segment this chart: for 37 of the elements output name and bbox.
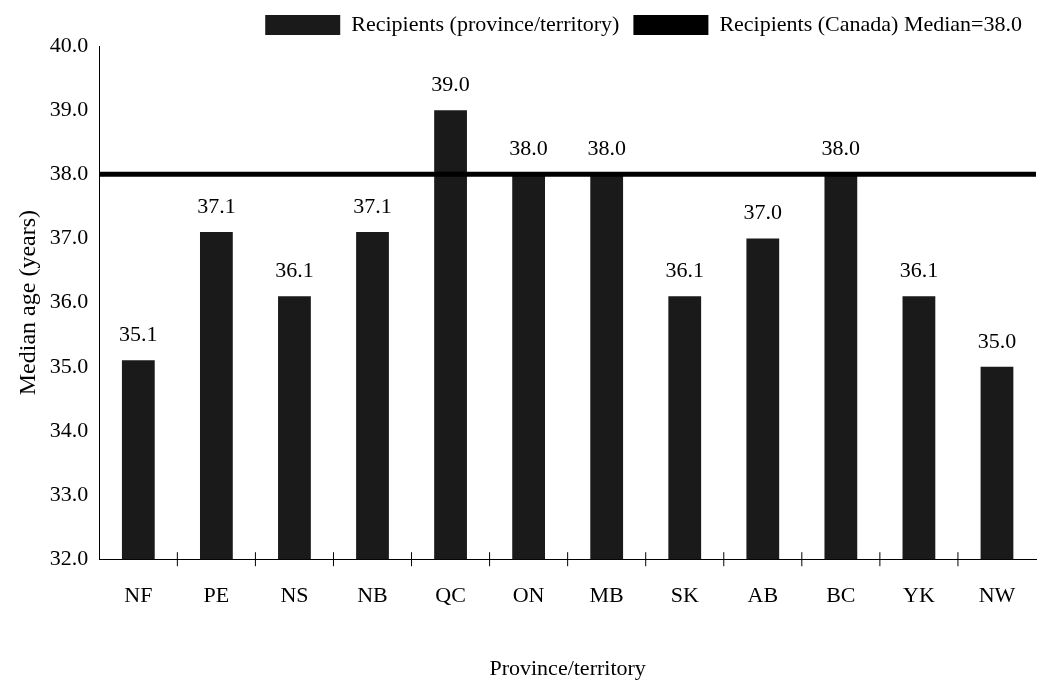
x-tick-label: ON <box>512 582 545 608</box>
x-tick-label: PE <box>203 582 230 608</box>
data-label: 36.1 <box>665 256 704 282</box>
x-axis-title: Province/territory <box>489 654 646 680</box>
x-tick-label: AB <box>747 582 779 608</box>
y-tick-label: 37.0 <box>49 224 89 250</box>
data-label: 36.1 <box>275 256 314 282</box>
legend-label: Recipients (Canada) Median=38.0 <box>719 10 1023 36</box>
data-label: 35.1 <box>119 321 158 347</box>
data-label: 36.1 <box>899 256 939 282</box>
data-label: 37.1 <box>197 192 236 218</box>
y-tick-label: 40.0 <box>49 31 89 57</box>
x-tick-label: NB <box>357 582 388 608</box>
x-tick-label: MB <box>589 582 624 608</box>
legend-label: Recipients (province/territory) <box>351 10 620 36</box>
data-label: 38.0 <box>587 135 626 161</box>
data-label: 35.0 <box>977 327 1017 353</box>
y-tick-label: 38.0 <box>49 160 89 186</box>
data-label: 37.1 <box>353 192 392 218</box>
x-tick-label: QC <box>435 582 466 608</box>
data-label: 37.0 <box>743 199 783 225</box>
data-label: 39.0 <box>431 70 470 96</box>
y-tick-label: 35.0 <box>49 352 89 378</box>
y-tick-label: 32.0 <box>49 544 89 570</box>
x-tick-label: BC <box>826 582 856 608</box>
x-tick-label: NS <box>280 582 309 608</box>
data-label: 38.0 <box>509 135 548 161</box>
y-tick-label: 39.0 <box>49 95 89 121</box>
x-tick-label: SK <box>670 582 699 608</box>
y-axis-title: Median age (years) <box>13 209 40 396</box>
y-tick-label: 34.0 <box>49 416 89 442</box>
data-label: 38.0 <box>821 135 861 161</box>
y-tick-label: 33.0 <box>49 480 89 506</box>
x-tick-label: NF <box>124 582 153 608</box>
y-tick-label: 36.0 <box>49 288 89 314</box>
x-tick-label: YK <box>903 582 935 608</box>
x-tick-label: NW <box>978 582 1016 608</box>
